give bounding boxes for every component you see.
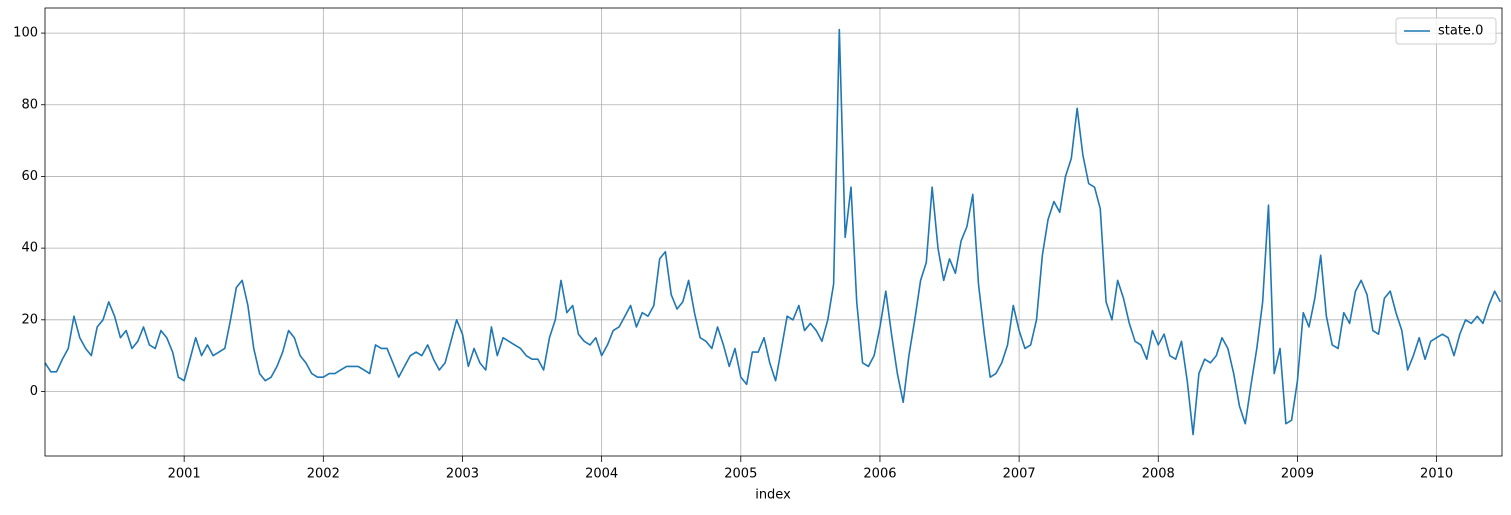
legend-label: state.0 — [1438, 24, 1483, 39]
x-tick-label: 2005 — [724, 467, 757, 482]
y-tick-label: 60 — [21, 169, 38, 184]
y-tick-label: 0 — [30, 384, 38, 399]
x-tick-label: 2006 — [863, 467, 896, 482]
x-tick-label: 2010 — [1420, 467, 1453, 482]
legend-box — [1395, 17, 1497, 45]
x-tick-label: 2004 — [585, 467, 618, 482]
y-tick-label: 40 — [21, 241, 38, 256]
plot-frame — [44, 7, 1503, 457]
x-tick-label: 2003 — [446, 467, 479, 482]
y-tick-label: 20 — [21, 312, 38, 327]
x-axis-label: index — [755, 488, 791, 503]
x-tick-label: 2001 — [168, 467, 201, 482]
x-tick-label: 2002 — [307, 467, 340, 482]
x-tick-label: 2007 — [1003, 467, 1036, 482]
x-tick-label: 2009 — [1281, 467, 1314, 482]
y-tick-label: 100 — [13, 26, 38, 41]
x-tick-label: 2008 — [1142, 467, 1175, 482]
line-series — [44, 28, 1502, 436]
y-tick-label: 80 — [21, 97, 38, 112]
